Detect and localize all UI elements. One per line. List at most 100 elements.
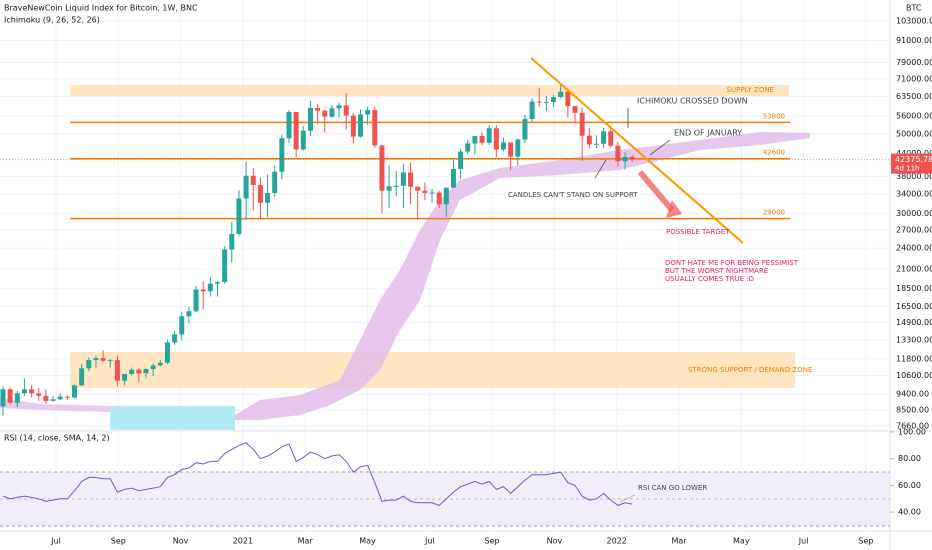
candle-body <box>343 105 349 116</box>
y-tick-label: 40.00 <box>898 508 921 517</box>
annotation: END OF JANUARY <box>674 129 742 138</box>
candle-body <box>408 172 414 187</box>
candle-body <box>7 389 13 403</box>
candle-body <box>207 283 213 292</box>
y-tick-label: 14900.00 <box>896 318 932 327</box>
y-tick-label: 71000.00 <box>896 75 932 84</box>
candle-body <box>21 389 27 394</box>
rsi-title: RSI (14, close, SMA, 14, 2) <box>4 434 110 443</box>
candle-body <box>522 118 528 140</box>
x-tick-label: May <box>733 537 750 546</box>
candle-body <box>286 112 292 139</box>
candle-body <box>293 112 299 150</box>
candle-body <box>186 311 192 317</box>
y-tick-label: 79000.00 <box>896 58 932 67</box>
candle-body <box>136 369 142 374</box>
candle-body <box>236 198 242 234</box>
y-tick-label: 7660.00 <box>896 422 929 431</box>
candle-body <box>200 289 206 292</box>
y-tick-label: 56000.00 <box>896 112 932 121</box>
candle-body <box>436 192 442 205</box>
candle-body <box>36 393 42 396</box>
pointer <box>594 159 607 179</box>
candle-body <box>129 369 135 375</box>
candle-body <box>465 143 471 152</box>
cloud <box>235 132 810 420</box>
candle-body <box>536 101 542 103</box>
candle-body <box>0 389 6 407</box>
candle-body <box>379 145 385 191</box>
candle-body <box>50 399 56 401</box>
candle-body <box>393 185 399 187</box>
candle-body <box>572 106 578 113</box>
candle-body <box>250 175 256 185</box>
candle-body <box>257 184 263 203</box>
candle-body <box>29 389 35 394</box>
y-tick-label: 18500.00 <box>896 284 932 293</box>
x-tick-label: Jul <box>798 537 809 546</box>
candle-body <box>365 110 371 115</box>
demand-zone <box>70 352 795 388</box>
rsi <box>2 442 633 506</box>
candle-body <box>150 365 156 369</box>
candle-body <box>79 368 85 386</box>
cloud <box>110 406 235 430</box>
annotation: USUALLY COMES TRUE :D <box>665 275 754 283</box>
annotation: POSSIBLE TARGET <box>666 228 730 236</box>
candle-body <box>443 187 449 205</box>
x-tick-label: Sep <box>858 537 873 546</box>
candle-body <box>157 362 163 366</box>
candle-body <box>629 156 635 160</box>
x-tick-label: Nov <box>547 537 563 546</box>
currency: BTC <box>906 4 922 13</box>
y-tick-label: 80.00 <box>898 454 921 463</box>
candle-body <box>622 156 628 162</box>
x-tick-label: Mar <box>671 537 687 546</box>
annotation: RSI CAN GO LOWER <box>638 484 707 492</box>
candle-body <box>222 249 228 283</box>
candle-body <box>243 175 249 199</box>
candle-body <box>508 142 514 157</box>
x-tick-label: Jul <box>50 537 61 546</box>
y-tick-label: 38000.00 <box>896 172 932 181</box>
y-tick-label: 50000.00 <box>896 129 932 138</box>
candle-body <box>215 282 220 284</box>
candle-body <box>372 110 378 146</box>
level-label: 42600 <box>763 149 785 157</box>
y-tick-label: 13300.00 <box>896 336 932 345</box>
candle-body <box>565 91 571 107</box>
candle-body <box>272 171 278 193</box>
candle-body <box>529 101 535 119</box>
candle-body <box>172 334 178 343</box>
cloud <box>0 398 110 412</box>
x-tick-label: Sep <box>485 537 500 546</box>
candle-body <box>100 358 106 361</box>
annotation: SUPPLY ZONE <box>727 86 774 94</box>
y-tick-label: 91000.00 <box>896 36 932 45</box>
y-tick-label: 30000.00 <box>896 209 932 218</box>
y-tick-label: 24000.00 <box>896 244 932 253</box>
x-tick-label: Sep <box>111 537 126 546</box>
y-tick-label: 21000.00 <box>896 264 932 273</box>
x-tick-label: Mar <box>298 537 314 546</box>
candle-body <box>515 139 521 157</box>
y-tick-label: 10600.00 <box>896 371 932 380</box>
y-tick-label: 9400.00 <box>896 390 929 399</box>
arrow <box>637 170 675 212</box>
candle-body <box>593 143 599 145</box>
x-tick-label: Nov <box>173 537 189 546</box>
supply-zone <box>70 85 789 96</box>
candle-body <box>57 396 63 400</box>
price-tag-label: 42375.78 <box>895 155 932 164</box>
annotation: BUT THE WORST NIGHTMARE <box>665 267 768 275</box>
candle-body <box>336 105 342 109</box>
candle-body <box>493 128 499 150</box>
rsi-line <box>2 442 633 506</box>
candle-body <box>415 186 421 191</box>
candle-body <box>143 368 149 374</box>
candle-body <box>479 135 485 143</box>
candle-body <box>122 374 128 381</box>
candle-body <box>307 107 313 131</box>
candle-body <box>501 142 506 150</box>
candle-body <box>114 360 120 381</box>
